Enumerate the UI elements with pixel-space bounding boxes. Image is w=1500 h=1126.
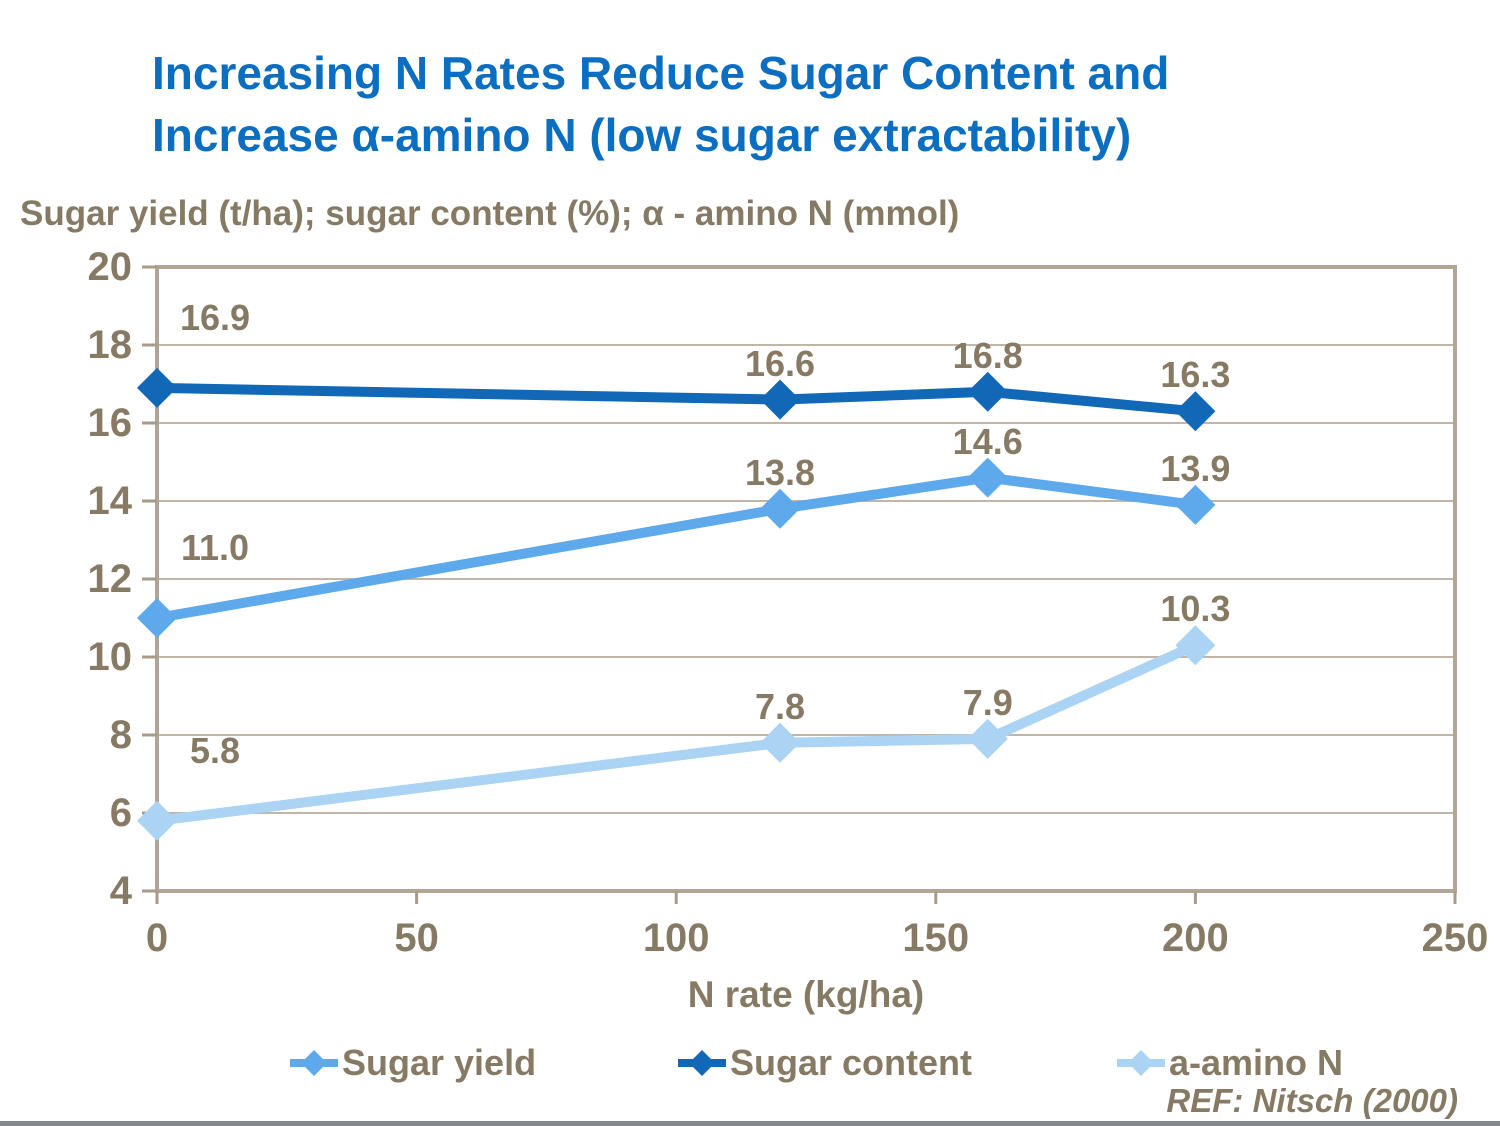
marker-a-amino-n [760, 722, 801, 763]
y-axis-tick-label: 8 [109, 713, 132, 757]
y-axis-tick-label: 18 [87, 323, 133, 367]
marker-sugar-content [967, 371, 1008, 412]
marker-sugar-yield [137, 598, 177, 638]
data-label-a-amino-n: 7.9 [962, 681, 1013, 723]
legend-label-sugar-yield: Sugar yield [342, 1042, 537, 1083]
data-label-a-amino-n: 7.8 [755, 685, 806, 727]
marker-sugar-content [1175, 391, 1216, 432]
data-label-sugar-content: 16.9 [179, 296, 251, 338]
x-axis-tick-label: 0 [145, 916, 169, 960]
legend-diamond [301, 1050, 327, 1076]
marker-sugar-yield [1175, 484, 1216, 525]
legend-item-sugar-content: Sugar content [676, 1040, 972, 1086]
bottom-bar [0, 1121, 1500, 1126]
marker-a-amino-n [967, 718, 1008, 759]
data-label-sugar-yield: 13.9 [1160, 447, 1231, 489]
data-label-a-amino-n: 5.8 [189, 729, 241, 771]
y-axis-tick-label: 20 [87, 245, 133, 289]
y-axis-tick-label: 14 [87, 479, 133, 523]
marker-sugar-yield [760, 488, 801, 529]
data-label-sugar-yield: 13.8 [744, 451, 816, 493]
y-axis-tick-label: 10 [87, 635, 133, 679]
y-axis-tick-label: 4 [109, 869, 132, 913]
legend-label-sugar-content: Sugar content [730, 1042, 973, 1083]
sugar-content-marker-icon [678, 1050, 726, 1076]
y-axis-tick-label: 12 [87, 557, 133, 601]
page-title: Increasing N Rates Reduce Sugar Content … [152, 42, 1169, 166]
data-label-a-amino-n: 10.3 [1160, 588, 1231, 630]
x-axis-title: N rate (kg/ha) [687, 974, 925, 1015]
page-title-line2: Increase α-amino N (low sugar extractabi… [152, 109, 1132, 161]
x-axis-tick-label: 250 [1421, 916, 1489, 960]
x-axis-tick-label: 200 [1162, 916, 1229, 960]
data-label-sugar-content: 16.6 [744, 342, 816, 384]
marker-sugar-yield [967, 457, 1008, 498]
marker-sugar-content [137, 367, 177, 408]
ref-citation: REF: Nitsch (2000) [1166, 1082, 1458, 1119]
marker-a-amino-n [1175, 625, 1216, 666]
x-axis-tick-label: 150 [902, 916, 970, 960]
series-line-sugar-content [152, 382, 1201, 417]
series-line-sugar-yield [152, 472, 1201, 623]
x-axis-tick-label: 100 [642, 916, 710, 960]
series-line-a-amino-n [152, 640, 1201, 826]
legend-diamond [689, 1050, 715, 1076]
page-title-line1: Increasing N Rates Reduce Sugar Content … [152, 47, 1170, 99]
legend-diamond [1128, 1050, 1154, 1076]
legend-item-sugar-yield: Sugar yield [288, 1040, 536, 1086]
a-amino-n-marker-icon [1117, 1050, 1165, 1076]
legend-item-a-amino-n: a-amino N [1115, 1040, 1343, 1086]
sugar-yield-marker-icon [290, 1050, 338, 1076]
data-label-sugar-content: 16.8 [952, 334, 1023, 376]
marker-a-amino-n [137, 800, 177, 841]
y-axis-tick-label: 16 [87, 401, 133, 445]
x-axis-tick-label: 50 [394, 916, 439, 960]
y-axis-tick-label: 6 [109, 791, 132, 835]
data-label-sugar-content: 16.3 [1160, 354, 1231, 396]
y-axis-units-caption: Sugar yield (t/ha); sugar content (%); α… [20, 194, 960, 233]
legend-label-a-amino-n: a-amino N [1169, 1042, 1344, 1083]
data-label-sugar-yield: 14.6 [952, 420, 1023, 462]
marker-sugar-content [760, 379, 801, 420]
data-label-sugar-yield: 11.0 [180, 527, 250, 568]
